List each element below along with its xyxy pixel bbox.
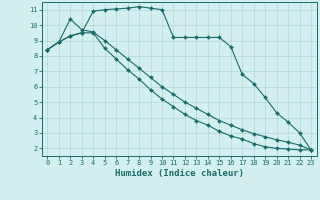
X-axis label: Humidex (Indice chaleur): Humidex (Indice chaleur): [115, 169, 244, 178]
